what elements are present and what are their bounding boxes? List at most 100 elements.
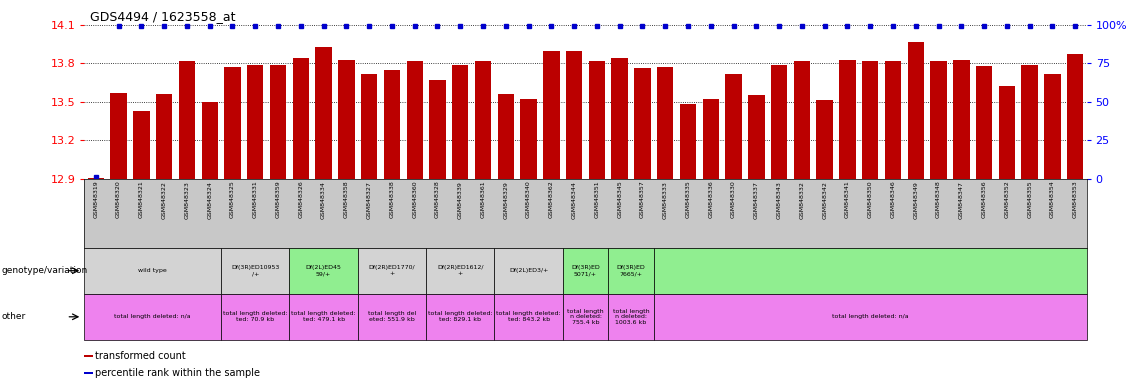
Bar bbox=[1067, 55, 1083, 179]
Text: total length deleted:
ted: 479.1 kb: total length deleted: ted: 479.1 kb bbox=[292, 311, 356, 322]
Bar bbox=[680, 104, 696, 179]
Bar bbox=[224, 67, 241, 179]
Text: GSM848352: GSM848352 bbox=[1004, 180, 1009, 218]
Bar bbox=[289, 294, 358, 340]
Bar bbox=[289, 248, 358, 294]
Bar bbox=[315, 47, 332, 179]
Bar bbox=[976, 66, 992, 179]
Bar bbox=[221, 294, 289, 340]
Text: GSM848355: GSM848355 bbox=[1027, 180, 1033, 218]
Bar bbox=[452, 65, 468, 179]
Text: Df(2L)ED45
59/+: Df(2L)ED45 59/+ bbox=[305, 265, 341, 276]
Bar bbox=[611, 58, 628, 179]
Bar bbox=[426, 294, 494, 340]
Text: GSM848351: GSM848351 bbox=[595, 180, 599, 218]
Text: GSM848348: GSM848348 bbox=[936, 180, 941, 218]
Text: total length deleted:
ted: 843.2 kb: total length deleted: ted: 843.2 kb bbox=[497, 311, 561, 322]
Text: GSM848329: GSM848329 bbox=[503, 180, 508, 218]
Bar bbox=[566, 51, 582, 179]
Text: GSM848328: GSM848328 bbox=[435, 180, 440, 218]
Bar bbox=[358, 294, 426, 340]
Bar bbox=[930, 61, 947, 179]
Bar bbox=[384, 70, 400, 179]
Text: GSM848321: GSM848321 bbox=[138, 180, 144, 218]
Bar bbox=[634, 68, 651, 179]
Bar bbox=[494, 248, 563, 294]
Bar bbox=[771, 65, 787, 179]
Bar bbox=[338, 60, 355, 179]
Text: GSM848346: GSM848346 bbox=[891, 180, 895, 218]
Text: GSM848327: GSM848327 bbox=[367, 180, 372, 218]
Bar bbox=[361, 74, 377, 179]
Bar bbox=[247, 65, 263, 179]
Text: total length
n deleted:
755.4 kb: total length n deleted: 755.4 kb bbox=[568, 308, 604, 325]
Bar bbox=[133, 111, 150, 179]
Bar bbox=[654, 248, 1087, 294]
Text: total length del
eted: 551.9 kb: total length del eted: 551.9 kb bbox=[368, 311, 415, 322]
Bar bbox=[179, 61, 195, 179]
Text: GSM848344: GSM848344 bbox=[572, 180, 577, 218]
Text: Df(3R)ED
7665/+: Df(3R)ED 7665/+ bbox=[617, 265, 645, 276]
Bar bbox=[748, 95, 765, 179]
Text: GSM848337: GSM848337 bbox=[753, 180, 759, 218]
Text: GSM848340: GSM848340 bbox=[526, 180, 531, 218]
Text: GSM848322: GSM848322 bbox=[162, 180, 167, 218]
Text: GSM848339: GSM848339 bbox=[458, 180, 463, 218]
Text: GSM848336: GSM848336 bbox=[708, 180, 713, 218]
Bar bbox=[563, 294, 608, 340]
Text: GSM848323: GSM848323 bbox=[185, 180, 189, 218]
Bar bbox=[426, 248, 494, 294]
Text: transformed count: transformed count bbox=[96, 351, 186, 361]
Text: GSM848341: GSM848341 bbox=[844, 180, 850, 218]
Bar bbox=[475, 61, 491, 179]
Text: total length deleted:
ted: 70.9 kb: total length deleted: ted: 70.9 kb bbox=[223, 311, 287, 322]
Text: GSM848354: GSM848354 bbox=[1049, 180, 1055, 218]
Bar bbox=[1044, 74, 1061, 179]
Bar bbox=[839, 60, 856, 179]
Bar bbox=[84, 294, 221, 340]
Text: GSM848319: GSM848319 bbox=[93, 180, 98, 218]
Bar bbox=[816, 101, 833, 179]
Bar bbox=[293, 58, 309, 179]
Text: percentile rank within the sample: percentile rank within the sample bbox=[96, 368, 260, 379]
Text: wild type: wild type bbox=[138, 268, 167, 273]
Text: GSM848345: GSM848345 bbox=[617, 180, 623, 218]
Text: GSM848349: GSM848349 bbox=[913, 180, 919, 218]
Text: GSM848338: GSM848338 bbox=[390, 180, 394, 218]
Bar bbox=[725, 74, 742, 179]
Bar bbox=[88, 178, 104, 179]
Text: GSM848359: GSM848359 bbox=[276, 180, 280, 218]
Bar bbox=[429, 80, 446, 179]
Text: Df(2R)ED1770/
+: Df(2R)ED1770/ + bbox=[368, 265, 415, 276]
Bar bbox=[658, 67, 673, 179]
Bar bbox=[84, 355, 92, 357]
Text: Df(2R)ED1612/
+: Df(2R)ED1612/ + bbox=[437, 265, 483, 276]
Text: GSM848325: GSM848325 bbox=[230, 180, 235, 218]
Text: total length deleted:
ted: 829.1 kb: total length deleted: ted: 829.1 kb bbox=[428, 311, 492, 322]
Text: GSM848342: GSM848342 bbox=[822, 180, 828, 218]
Bar bbox=[157, 94, 172, 179]
Text: genotype/variation: genotype/variation bbox=[1, 266, 88, 275]
Text: GSM848330: GSM848330 bbox=[731, 180, 736, 218]
Bar bbox=[999, 86, 1015, 179]
Text: GSM848331: GSM848331 bbox=[252, 180, 258, 218]
Text: Df(3R)ED
5071/+: Df(3R)ED 5071/+ bbox=[571, 265, 600, 276]
Text: GSM848333: GSM848333 bbox=[663, 180, 668, 218]
Text: GSM848361: GSM848361 bbox=[481, 180, 485, 218]
Text: GSM848326: GSM848326 bbox=[298, 180, 303, 218]
Bar bbox=[202, 102, 218, 179]
Text: GSM848334: GSM848334 bbox=[321, 180, 327, 218]
Text: GSM848362: GSM848362 bbox=[548, 180, 554, 218]
Text: GSM848350: GSM848350 bbox=[868, 180, 873, 218]
Bar bbox=[608, 248, 654, 294]
Text: GSM848335: GSM848335 bbox=[686, 180, 690, 218]
Bar bbox=[654, 294, 1087, 340]
Text: GSM848356: GSM848356 bbox=[982, 180, 986, 218]
Bar bbox=[1021, 65, 1038, 179]
Text: Df(3R)ED10953
/+: Df(3R)ED10953 /+ bbox=[231, 265, 279, 276]
Bar bbox=[84, 372, 92, 374]
Bar bbox=[563, 248, 608, 294]
Bar bbox=[84, 248, 221, 294]
Bar bbox=[794, 61, 810, 179]
Bar bbox=[270, 65, 286, 179]
